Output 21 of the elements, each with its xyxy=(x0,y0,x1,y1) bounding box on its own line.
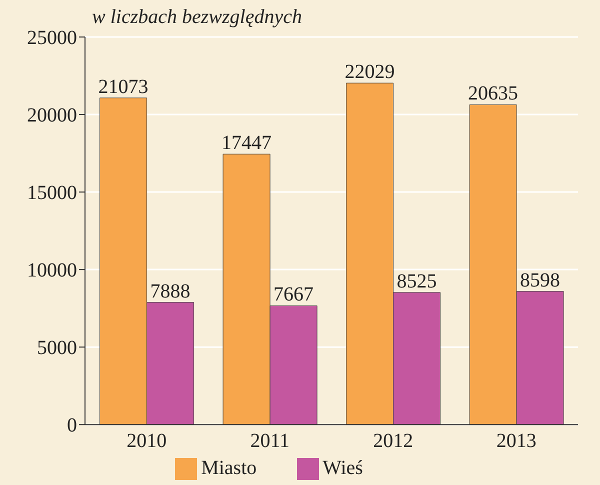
data-label: 20635 xyxy=(468,82,518,105)
legend-label: Wieś xyxy=(322,456,363,479)
y-tick-label: 20000 xyxy=(27,104,77,127)
y-tick-label: 5000 xyxy=(37,337,77,360)
y-tick-label: 25000 xyxy=(27,27,77,50)
data-label: 21073 xyxy=(98,76,148,98)
data-label: 7888 xyxy=(150,280,190,302)
legend-label: Miasto xyxy=(201,456,257,479)
y-tick-label: 0 xyxy=(67,414,77,437)
data-label: 17447 xyxy=(222,132,272,154)
x-tick-label: 2013 xyxy=(496,430,536,452)
x-tick-label: 2012 xyxy=(373,430,414,452)
y-tick-label: 10000 xyxy=(27,260,77,282)
y-axis-title: w liczbach bezwzględnych xyxy=(92,6,302,29)
data-label: 8525 xyxy=(396,270,437,292)
y-tick-label: 15000 xyxy=(27,182,77,204)
data-label: 8598 xyxy=(520,269,560,292)
x-tick-label: 2011 xyxy=(250,430,290,452)
x-tick-label: 2010 xyxy=(126,430,167,452)
data-label: 22029 xyxy=(344,61,395,84)
data-label: 7667 xyxy=(274,284,314,306)
